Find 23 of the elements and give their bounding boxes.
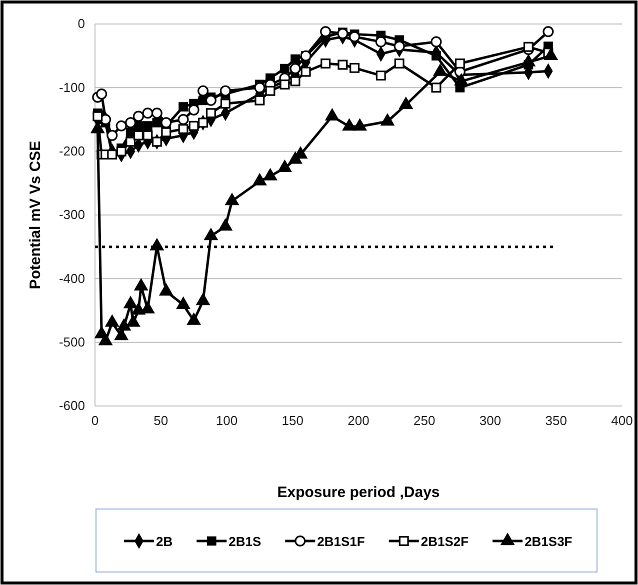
x-tick-label: 250 (414, 413, 436, 428)
x-tick-label: 50 (154, 413, 168, 428)
x-tick-label: 150 (282, 413, 304, 428)
y-axis-title: Potential mV Vs CSE (27, 140, 44, 290)
legend-label: 2B1S (228, 534, 262, 549)
y-tick-label: -600 (58, 398, 85, 414)
x-tick-label: 0 (91, 413, 99, 428)
legend-label: 2B (156, 534, 173, 549)
legend-label: 2B1S1F (317, 534, 365, 549)
x-tick-label: 300 (479, 413, 502, 428)
y-tick-label: -100 (58, 80, 85, 95)
legend-label: 2B1S2F (420, 534, 469, 549)
y-tick-label: -500 (58, 334, 85, 350)
x-tick-label: 400 (611, 413, 633, 428)
legend-label: 2B1S3F (524, 534, 572, 549)
y-tick-label: -400 (58, 270, 85, 286)
x-tick-label: 200 (348, 413, 370, 428)
x-axis-title: Exposure period ,Days (277, 484, 440, 501)
y-tick-label: -200 (58, 143, 85, 158)
y-tick-label: 0 (78, 16, 85, 32)
y-tick-label: -300 (58, 207, 85, 222)
x-tick-label: 100 (216, 413, 238, 428)
x-tick-label: 350 (545, 413, 567, 428)
